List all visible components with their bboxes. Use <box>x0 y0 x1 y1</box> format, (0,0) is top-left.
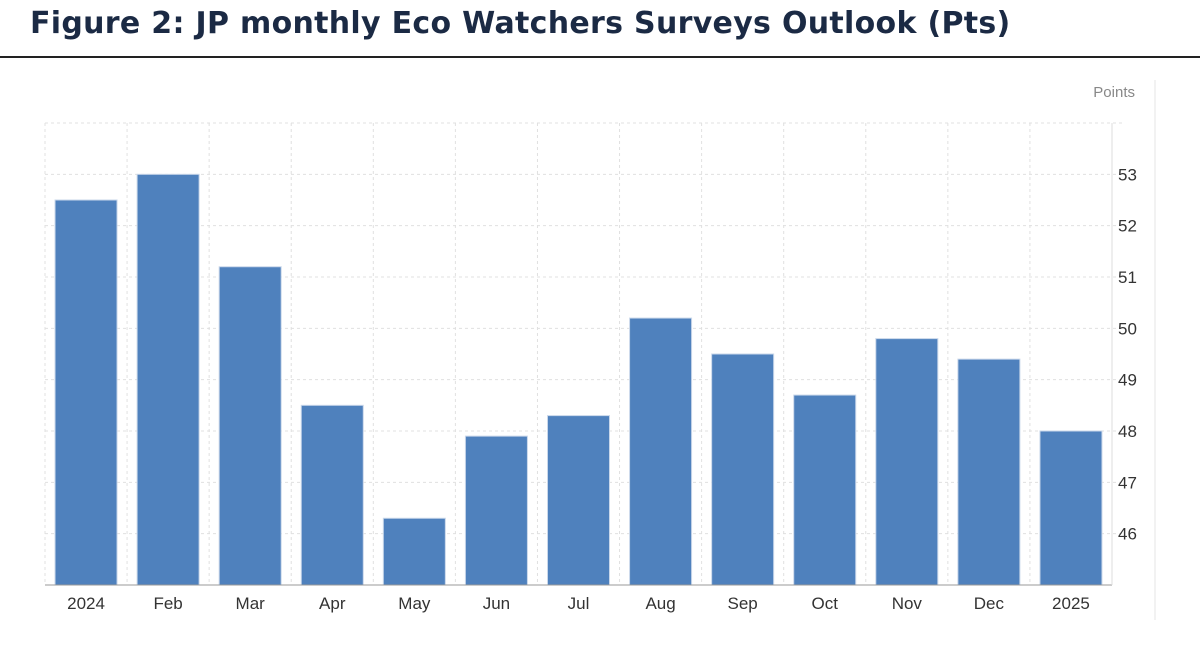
x-tick-label: Apr <box>319 594 346 613</box>
x-tick-label: Dec <box>974 594 1005 613</box>
title-divider <box>0 56 1200 58</box>
y-tick-label: 53 <box>1118 165 1137 184</box>
bar-mar <box>218 266 282 586</box>
x-tick-label: Jun <box>483 594 510 613</box>
x-tick-label: Sep <box>728 594 758 613</box>
x-tick-label: Aug <box>645 594 675 613</box>
x-tick-label: Nov <box>892 594 923 613</box>
bar-apr <box>300 404 364 586</box>
bar-2024 <box>54 199 118 586</box>
x-tick-label: May <box>398 594 431 613</box>
bar-jun <box>464 435 528 586</box>
bar-sep <box>711 353 775 586</box>
bar-aug <box>629 317 693 586</box>
x-tick-label: Feb <box>153 594 182 613</box>
y-tick-label: 46 <box>1118 525 1137 544</box>
x-tick-label: Mar <box>236 594 266 613</box>
bar-may <box>382 517 446 586</box>
bar-2025 <box>1039 430 1103 586</box>
bar-nov <box>875 338 939 586</box>
x-tick-label: Jul <box>568 594 590 613</box>
y-tick-label: 48 <box>1118 422 1137 441</box>
x-tick-label: 2025 <box>1052 594 1090 613</box>
x-tick-label: Oct <box>812 594 839 613</box>
y-tick-label: 51 <box>1118 268 1137 287</box>
bar-dec <box>957 358 1021 586</box>
x-tick-label: 2024 <box>67 594 105 613</box>
y-tick-label: 50 <box>1118 319 1137 338</box>
y-tick-label: 47 <box>1118 473 1137 492</box>
y-tick-label: 49 <box>1118 371 1137 390</box>
figure-title: Figure 2: JP monthly Eco Watchers Survey… <box>30 6 1011 41</box>
y-tick-label: 52 <box>1118 217 1137 236</box>
bar-oct <box>793 394 857 586</box>
bar-jul <box>547 415 610 586</box>
y-axis-label: Points <box>1093 84 1135 101</box>
bar-feb <box>136 173 200 586</box>
